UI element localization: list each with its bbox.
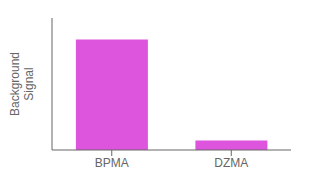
svg-text:BackgroundSignal: BackgroundSignal [8,52,36,116]
svg-text:DZMA: DZMA [214,156,248,170]
svg-text:BPMA: BPMA [95,156,129,170]
